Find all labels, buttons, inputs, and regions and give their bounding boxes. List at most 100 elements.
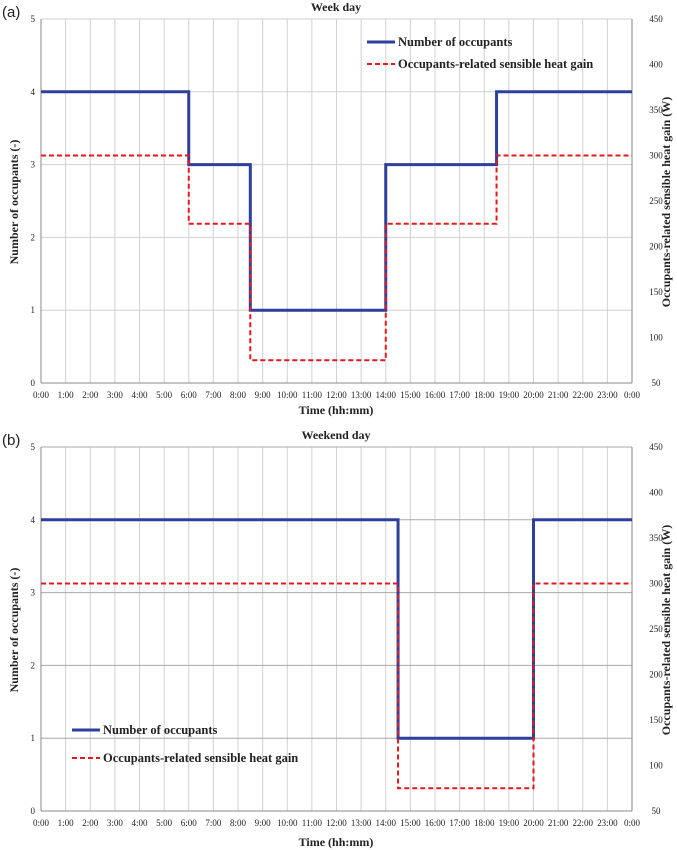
chart-panel-weekday: (a) 0:00 1:00 2:00 3:00 4:00 5:00 6:00 7:00 8:00…	[2, 0, 673, 417]
legend: Number of occupants Occupants-related se…	[367, 35, 593, 71]
y-tick-label-right: 450	[649, 442, 663, 452]
x-tick-label: 12:00	[326, 818, 347, 828]
x-tick-label: 6:00	[181, 818, 198, 828]
y-axis-label-right: Occupants-related sensible heat gain (W)	[659, 525, 673, 735]
legend-label-heat: Occupants-related sensible heat gain	[398, 57, 593, 71]
x-tick-label: 16:00	[425, 818, 446, 828]
x-tick-label: 8:00	[230, 818, 247, 828]
y-axis-label-left: Number of occupants (-)	[7, 568, 21, 693]
y-tick-label-right: 200	[649, 242, 663, 252]
x-tick-label: 9:00	[255, 818, 272, 828]
y-tick-label-left: 2	[31, 232, 36, 242]
panel-label: (b)	[2, 432, 21, 449]
legend-label-heat: Occupants-related sensible heat gain	[103, 751, 298, 765]
y-tick-label-right: 350	[649, 105, 663, 115]
y-tick-label-right: 300	[649, 579, 663, 589]
x-tick-label: 11:00	[302, 390, 323, 400]
y-tick-label-right: 50	[652, 378, 662, 388]
x-tick-label: 12:00	[326, 390, 347, 400]
x-tick-label: 22:00	[572, 818, 593, 828]
x-tick-label: 2:00	[82, 818, 99, 828]
y-tick-label-right: 250	[649, 624, 663, 634]
legend-label-occupants: Number of occupants	[398, 35, 512, 49]
y-tick-label-right: 350	[649, 533, 663, 543]
x-tick-label: 14:00	[375, 390, 396, 400]
x-tick-label: 1:00	[58, 818, 75, 828]
y-tick-label-left: 2	[31, 660, 36, 670]
x-tick-label: 3:00	[107, 818, 124, 828]
x-tick-label: 0:00	[624, 390, 641, 400]
x-tick-label: 22:00	[572, 390, 593, 400]
x-tick-label: 2:00	[82, 390, 99, 400]
y-tick-label-right: 400	[649, 60, 663, 70]
legend-label-occupants: Number of occupants	[103, 723, 217, 737]
y-tick-label-right: 400	[649, 488, 663, 498]
y-tick-label-left: 0	[31, 378, 36, 388]
y-tick-label-left: 5	[31, 14, 36, 24]
y-tick-label-right: 100	[649, 333, 663, 343]
x-tick-label: 0:00	[33, 390, 50, 400]
x-tick-label: 11:00	[302, 818, 323, 828]
series-line-occupants	[41, 518, 632, 740]
y-tick-label-left: 0	[31, 806, 36, 816]
y-tick-label-left: 5	[31, 442, 36, 452]
x-tick-label: 8:00	[230, 390, 247, 400]
legend: Number of occupants Occupants-related se…	[72, 723, 298, 765]
series-line-occupants	[41, 90, 632, 312]
x-tick-label: 21:00	[548, 390, 569, 400]
y-tick-label-right: 300	[649, 151, 663, 161]
x-tick-label: 23:00	[597, 818, 618, 828]
x-tick-label: 4:00	[131, 390, 148, 400]
x-tick-label: 0:00	[624, 818, 641, 828]
x-tick-label: 15:00	[400, 818, 421, 828]
plot-area: 0:00 1:00 2:00 3:00 4:00 5:00 6:00 7:00 8:00 9:00…	[31, 442, 664, 828]
x-tick-label: 21:00	[548, 818, 569, 828]
chart-weekday: 0:00 1:00 2:00 3:00 4:00 5:00 6:00 7:00 8:00 9:00…	[7, 0, 673, 417]
y-tick-label-right: 250	[649, 196, 663, 206]
y-tick-label-right: 50	[652, 806, 662, 816]
x-axis-label: Time (hh:mm)	[299, 403, 374, 417]
x-tick-label: 5:00	[156, 390, 173, 400]
x-tick-label: 13:00	[351, 818, 372, 828]
series-line-heat-gain	[41, 154, 632, 362]
x-tick-label: 19:00	[499, 818, 520, 828]
x-tick-label: 7:00	[205, 818, 222, 828]
x-tick-label: 7:00	[205, 390, 222, 400]
x-tick-label: 1:00	[58, 390, 75, 400]
x-tick-label: 14:00	[375, 818, 396, 828]
x-tick-label: 18:00	[474, 390, 495, 400]
chart-weekend: 0:00 1:00 2:00 3:00 4:00 5:00 6:00 7:00 8:00 9:00…	[7, 428, 673, 849]
x-tick-label: 4:00	[131, 818, 148, 828]
x-tick-label: 20:00	[523, 390, 544, 400]
y-tick-label-left: 4	[31, 515, 36, 525]
x-tick-label: 15:00	[400, 390, 421, 400]
x-tick-label: 18:00	[474, 818, 495, 828]
x-tick-label: 5:00	[156, 818, 173, 828]
x-tick-label: 3:00	[107, 390, 124, 400]
x-tick-label: 9:00	[255, 390, 272, 400]
y-tick-label-left: 4	[31, 87, 36, 97]
x-tick-label: 23:00	[597, 390, 618, 400]
chart-title: Weekend day	[301, 428, 370, 442]
plot-area: 0:00 1:00 2:00 3:00 4:00 5:00 6:00 7:00 8:00 9:00…	[31, 14, 664, 400]
y-tick-label-right: 150	[649, 715, 663, 725]
y-axis-label-left: Number of occupants (-)	[7, 140, 21, 265]
x-tick-label: 6:00	[181, 390, 198, 400]
y-tick-label-right: 100	[649, 761, 663, 771]
y-tick-label-left: 3	[31, 588, 36, 598]
x-tick-label: 16:00	[425, 390, 446, 400]
y-axis-label-right: Occupants-related sensible heat gain (W)	[659, 97, 673, 307]
x-tick-label: 17:00	[449, 390, 470, 400]
x-tick-label: 0:00	[33, 818, 50, 828]
chart-title: Week day	[311, 0, 361, 14]
x-tick-label: 19:00	[499, 390, 520, 400]
y-tick-label-right: 450	[649, 14, 663, 24]
y-tick-label-left: 1	[31, 733, 36, 743]
series-line-heat-gain	[41, 582, 632, 790]
x-tick-label: 13:00	[351, 390, 372, 400]
y-tick-label-left: 3	[31, 160, 36, 170]
x-tick-label: 10:00	[277, 818, 298, 828]
x-tick-label: 17:00	[449, 818, 470, 828]
y-tick-label-right: 200	[649, 670, 663, 680]
y-tick-label-left: 1	[31, 305, 36, 315]
